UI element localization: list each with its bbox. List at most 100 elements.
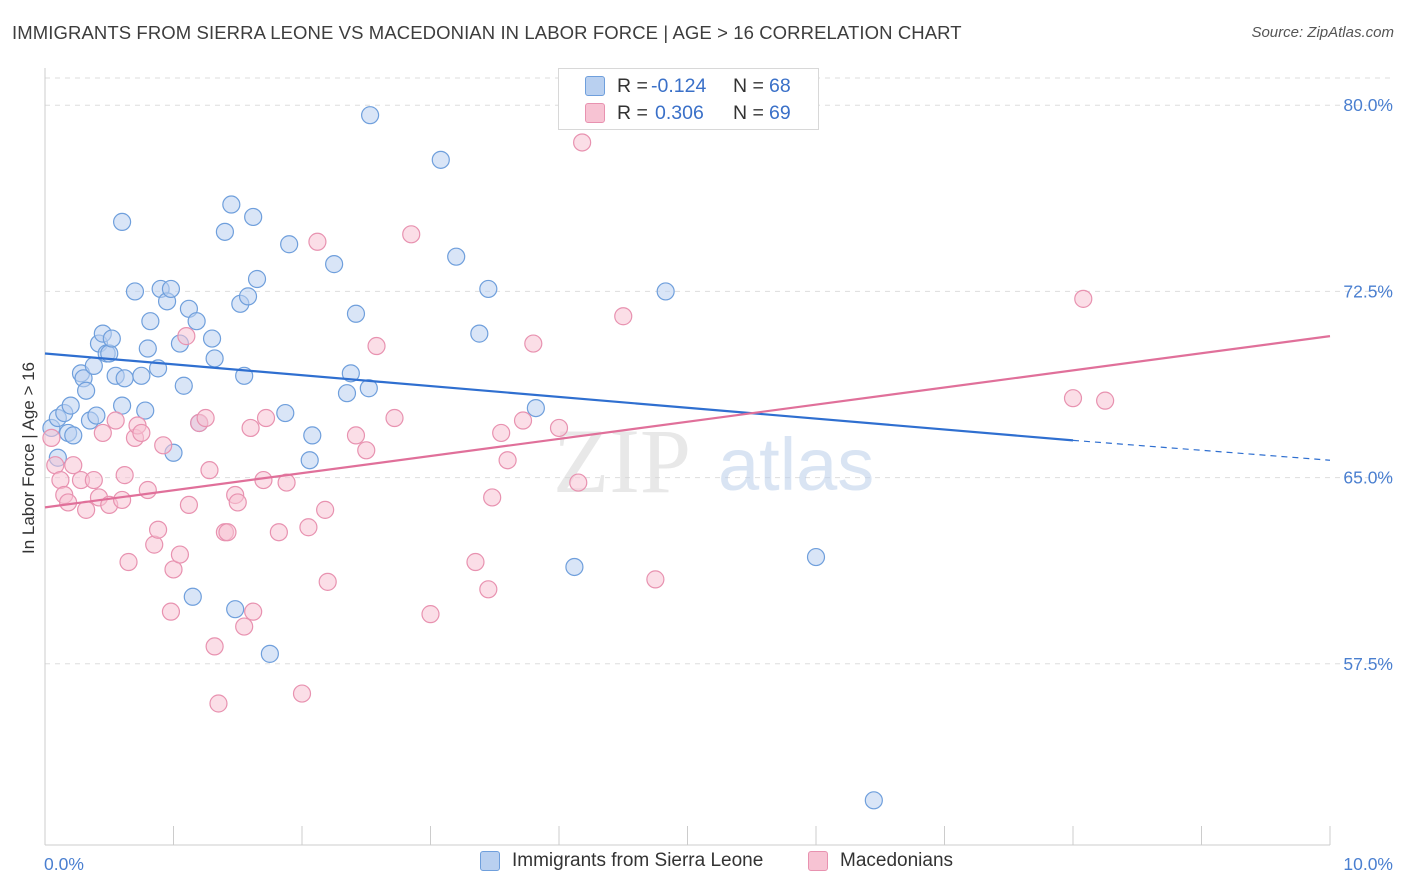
point-macedonian — [479, 580, 498, 599]
point-macedonian — [256, 408, 276, 428]
point-sierra-leone — [112, 212, 132, 232]
point-sierra-leone — [260, 644, 279, 663]
point-macedonian — [646, 570, 665, 589]
legend-r-label: R = — [617, 75, 648, 97]
y-tick-label: 65.0% — [1343, 468, 1393, 488]
point-sierra-leone — [205, 349, 224, 368]
legend-swatch-blue — [585, 76, 605, 96]
point-sierra-leone — [132, 366, 151, 385]
trend-lines — [44, 335, 1331, 509]
point-macedonian — [209, 694, 228, 713]
point-macedonian — [277, 473, 296, 492]
point-macedonian — [64, 456, 83, 475]
point-macedonian — [1063, 389, 1083, 408]
legend-swatch-pink — [585, 103, 605, 123]
point-macedonian — [154, 436, 173, 455]
bottom-legend-sierra-leone: Immigrants from Sierra Leone — [480, 850, 763, 872]
source-credit: Source: ZipAtlas.com — [1251, 24, 1394, 41]
point-macedonian — [77, 500, 96, 519]
y-tick-label: 72.5% — [1343, 281, 1393, 301]
point-macedonian — [244, 602, 263, 621]
point-sierra-leone — [141, 312, 160, 331]
trend-line-sierra-leone — [44, 352, 1074, 442]
legend-row-macedonians: R = 0.306 N = 69 — [559, 100, 818, 126]
y-axis-label: In Labor Force | Age > 16 — [19, 362, 38, 554]
point-macedonian — [179, 495, 199, 515]
watermark-zip: ZIP — [553, 410, 691, 512]
point-sierra-leone — [806, 547, 826, 567]
point-macedonian — [119, 552, 138, 572]
x-tick-label: 10.0% — [1343, 854, 1393, 874]
bottom-legend-macedonians: Macedonians — [808, 850, 953, 872]
point-macedonian — [385, 408, 404, 428]
point-macedonian — [115, 466, 134, 485]
point-macedonian — [513, 411, 533, 430]
legend-r-value: -0.124 — [651, 75, 707, 97]
point-macedonian — [492, 423, 511, 443]
point-macedonian — [402, 225, 421, 244]
point-macedonian — [483, 488, 502, 507]
point-sierra-leone — [300, 451, 319, 470]
point-macedonian — [148, 520, 168, 539]
point-macedonian — [299, 518, 318, 537]
stats-legend: R = -0.124 N = 68 R = 0.306 N = 69 — [558, 68, 819, 130]
point-macedonian — [218, 523, 237, 542]
y-tick-label: 57.5% — [1343, 654, 1393, 674]
point-sierra-leone — [187, 312, 206, 331]
point-sierra-leone — [447, 247, 466, 266]
point-macedonian — [318, 572, 337, 591]
bottom-legend: Immigrants from Sierra Leone Macedonians — [0, 850, 1406, 880]
point-macedonian — [145, 535, 164, 554]
point-macedonian — [161, 602, 181, 621]
point-macedonian — [241, 418, 260, 438]
trend-line-macedonian — [44, 335, 1331, 509]
point-sierra-leone — [303, 426, 322, 445]
point-sierra-leone — [337, 384, 357, 403]
point-macedonian — [316, 500, 335, 519]
point-macedonian — [367, 336, 386, 356]
point-sierra-leone — [238, 287, 258, 306]
legend-n-label: N = — [733, 102, 764, 124]
point-macedonian — [292, 684, 312, 703]
point-sierra-leone — [361, 106, 380, 125]
point-sierra-leone — [565, 557, 584, 577]
point-macedonian — [170, 545, 190, 564]
data-points — [42, 106, 1115, 810]
point-sierra-leone — [183, 587, 202, 606]
bottom-swatch-blue — [480, 851, 500, 871]
point-macedonian — [42, 428, 61, 447]
point-sierra-leone — [174, 376, 193, 395]
trend-line-extension — [1072, 439, 1331, 461]
point-sierra-leone — [161, 279, 181, 299]
point-macedonian — [132, 423, 151, 443]
point-macedonian — [93, 423, 112, 443]
point-sierra-leone — [136, 401, 155, 420]
point-macedonian — [228, 493, 247, 512]
legend-r-label: R = — [617, 102, 648, 124]
point-sierra-leone — [280, 235, 299, 254]
point-sierra-leone — [102, 329, 121, 348]
point-macedonian — [1096, 391, 1115, 410]
point-sierra-leone — [202, 329, 222, 348]
point-sierra-leone — [87, 406, 106, 425]
point-sierra-leone — [61, 396, 80, 415]
point-sierra-leone — [247, 269, 267, 289]
watermark-atlas: atlas — [718, 423, 874, 506]
point-sierra-leone — [115, 369, 134, 388]
point-macedonian — [112, 490, 132, 510]
point-macedonian — [524, 334, 543, 353]
point-macedonian — [205, 637, 224, 656]
point-sierra-leone — [84, 356, 103, 375]
y-tick-label: 80.0% — [1343, 95, 1393, 115]
bottom-swatch-pink — [808, 851, 828, 871]
point-macedonian — [51, 470, 70, 490]
point-sierra-leone — [244, 207, 263, 227]
legend-n-value: 68 — [769, 75, 791, 97]
point-macedonian — [549, 418, 569, 438]
point-macedonian — [614, 307, 633, 326]
point-macedonian — [346, 426, 366, 445]
point-macedonian — [498, 451, 517, 470]
point-macedonian — [421, 605, 440, 624]
point-macedonian — [196, 408, 215, 428]
